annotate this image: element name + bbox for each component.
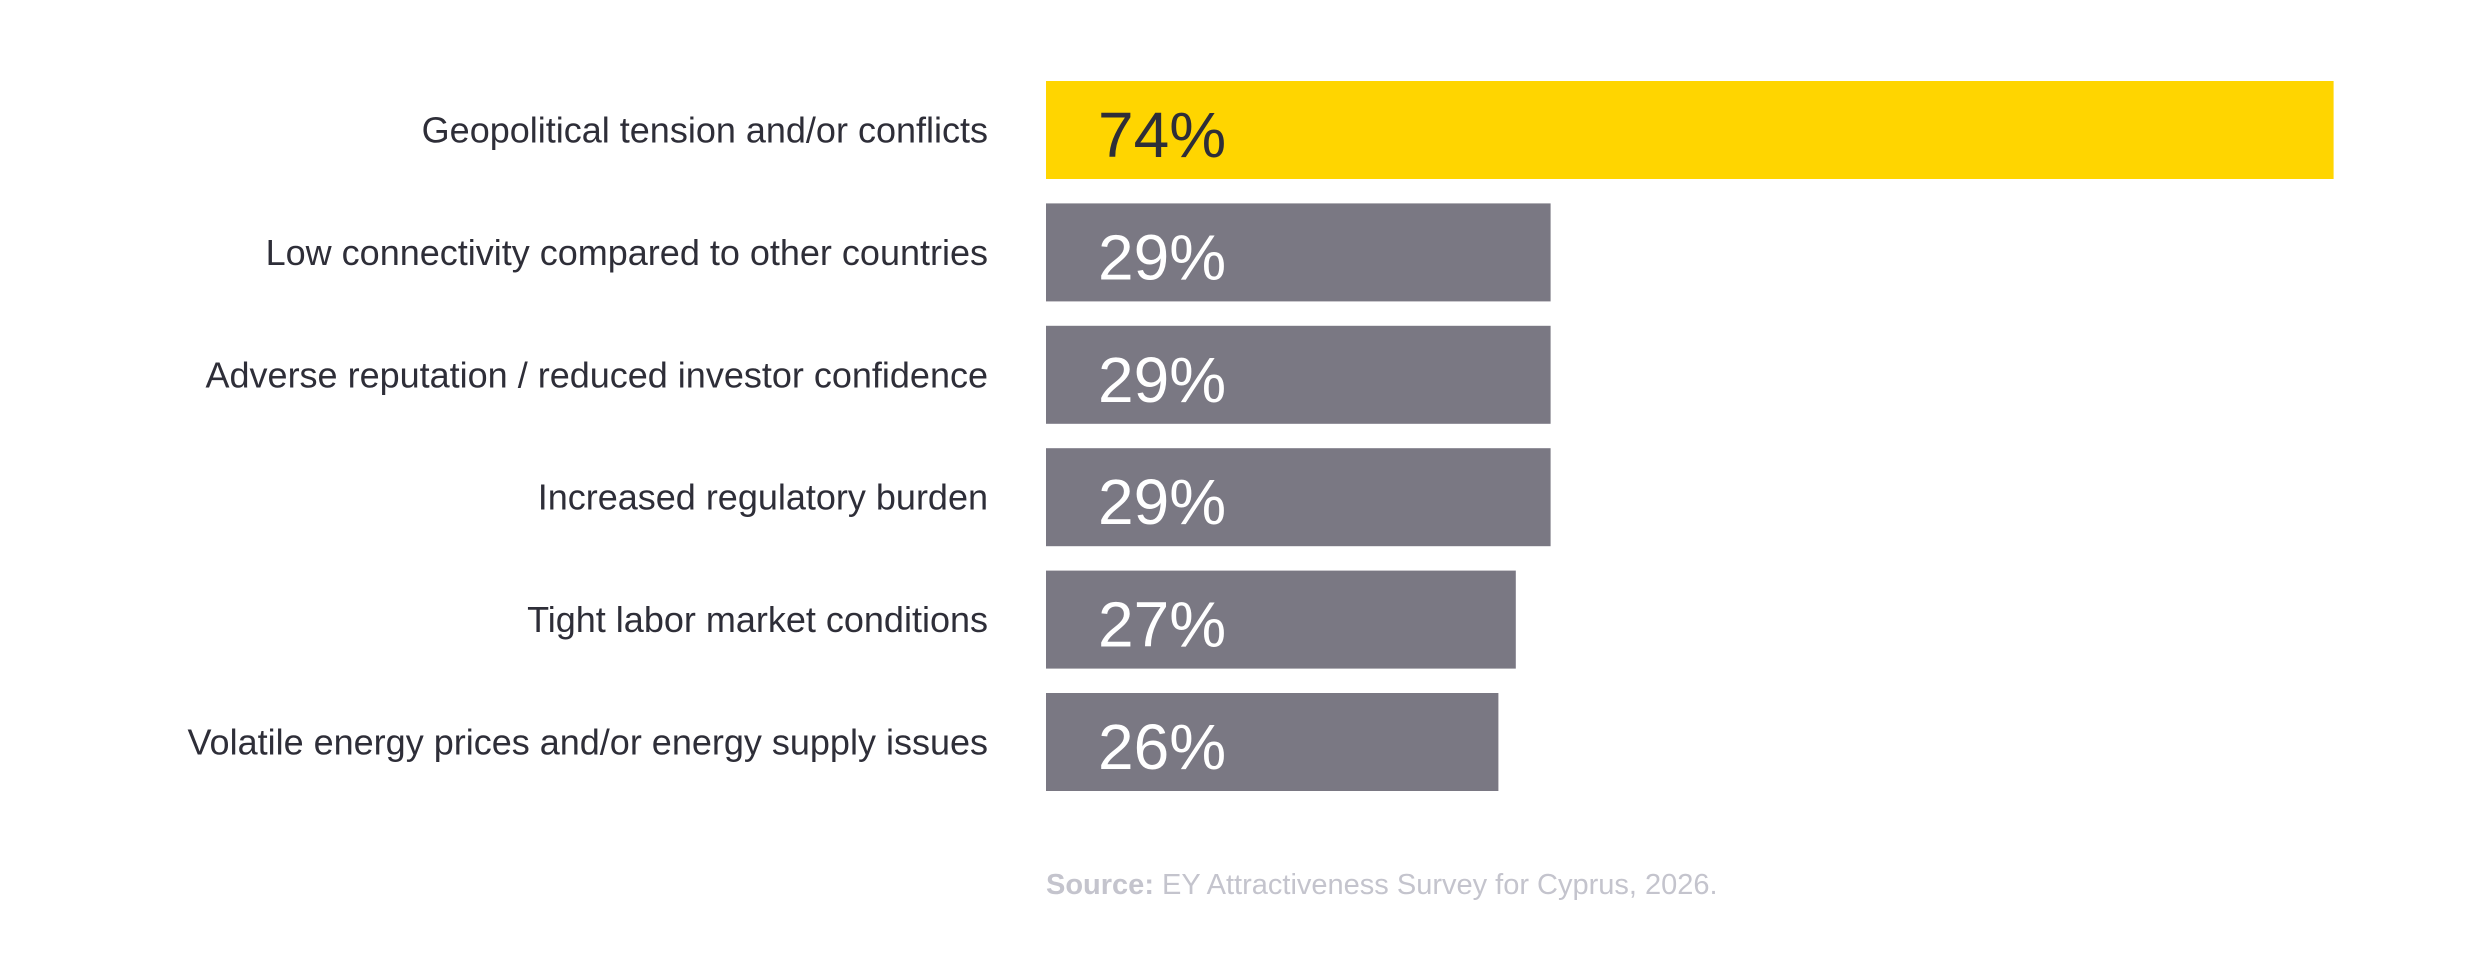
category-label-4: Increased regulatory burden: [538, 477, 988, 518]
bar-3: [1046, 325, 1551, 424]
value-label-5: 27%: [1098, 589, 1226, 661]
category-label-2: Low connectivity compared to other count…: [266, 232, 988, 273]
value-label-4: 29%: [1098, 466, 1226, 538]
bars-group: Geopolitical tension and/or conflicts 74%…: [188, 81, 2334, 791]
value-label-3: 29%: [1098, 344, 1226, 416]
source-prefix: Source:: [1046, 869, 1154, 901]
source-note: Source: EY Attractiveness Survey for Cyp…: [1046, 869, 1718, 901]
bar-4: [1046, 448, 1551, 547]
value-label-1: 74%: [1098, 99, 1226, 171]
value-label-6: 26%: [1098, 711, 1226, 783]
category-label-6: Volatile energy prices and/or energy sup…: [188, 722, 988, 763]
bar-6: [1046, 693, 1499, 791]
bar-2: [1046, 203, 1551, 302]
category-label-1: Geopolitical tension and/or conflicts: [422, 110, 988, 151]
source-body: EY Attractiveness Survey for Cyprus, 202…: [1154, 869, 1718, 901]
category-label-5: Tight labor market conditions: [527, 599, 988, 640]
bar-5: [1046, 570, 1516, 669]
category-label-3: Adverse reputation / reduced investor co…: [206, 354, 988, 395]
value-label-2: 29%: [1098, 221, 1226, 293]
bar-1: [1046, 81, 2334, 179]
